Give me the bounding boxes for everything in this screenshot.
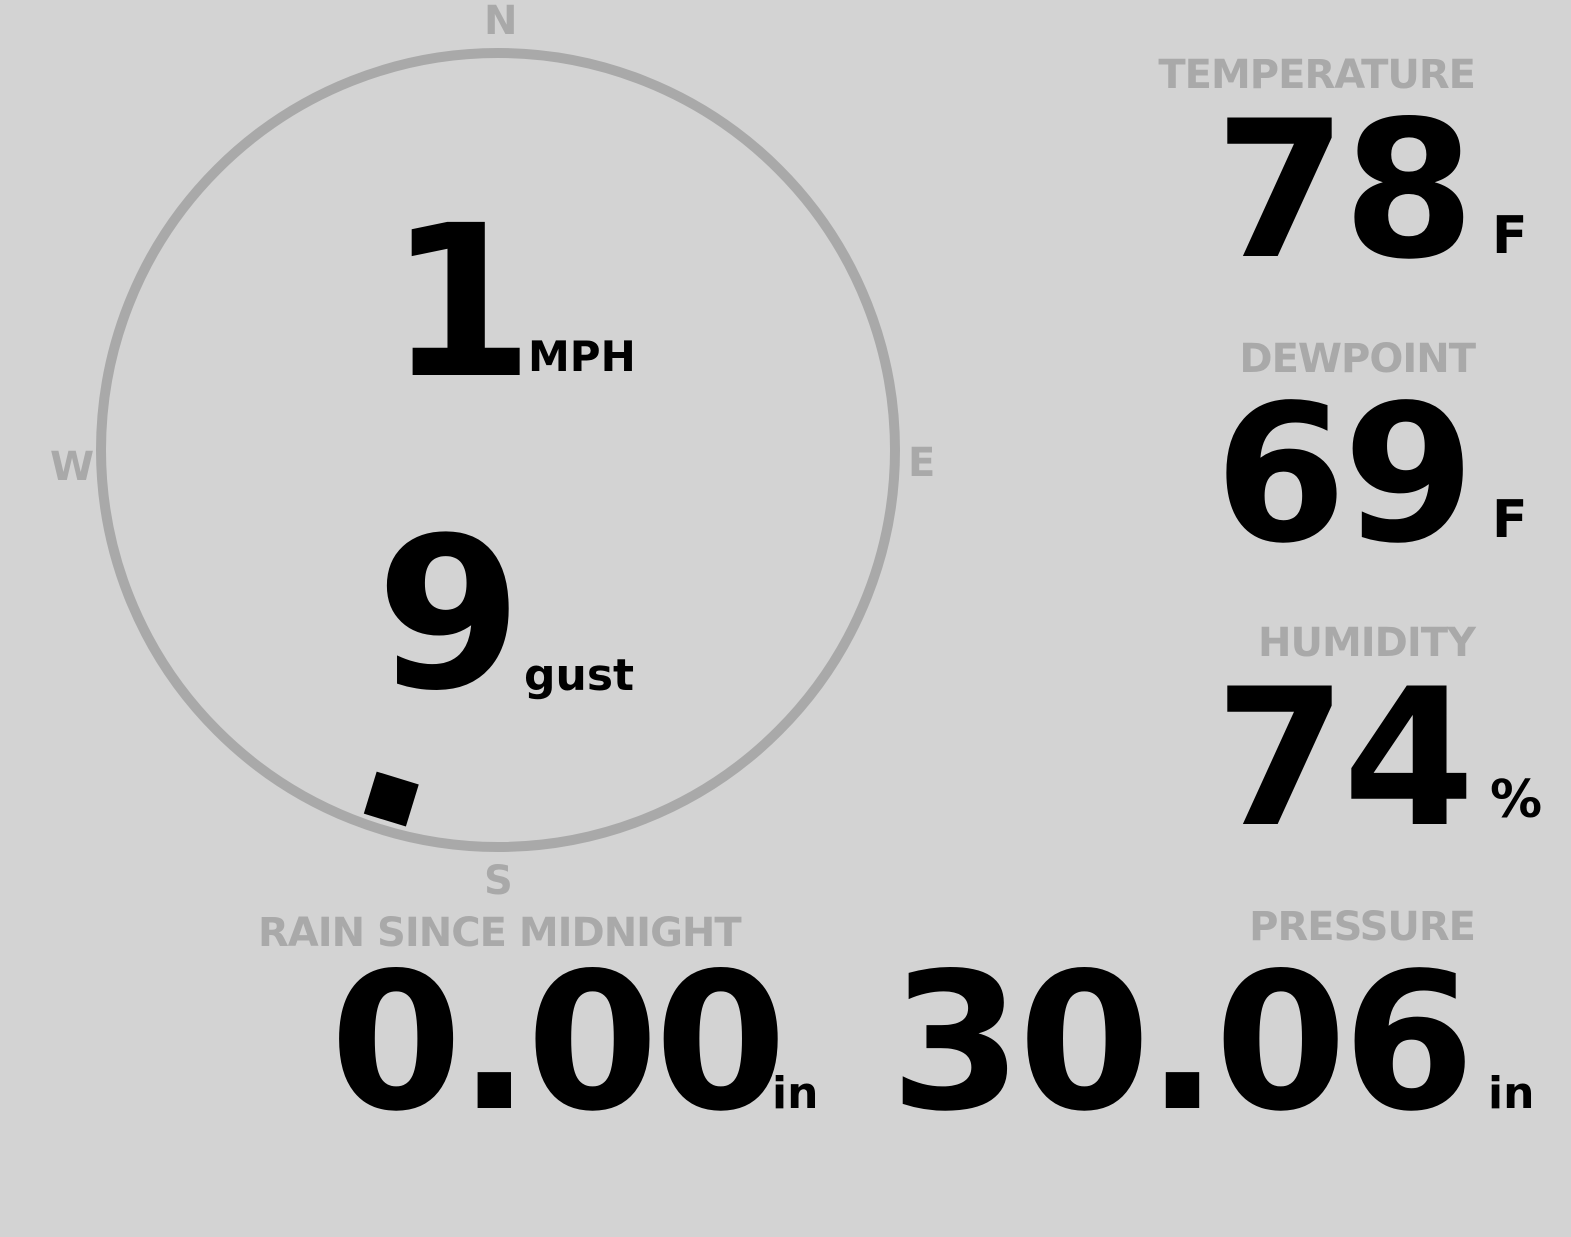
temperature-value: 78 — [1214, 80, 1475, 301]
pressure-unit: in — [1488, 1068, 1535, 1119]
wind-gust-value: 9 — [376, 492, 522, 737]
wind-compass-dial — [96, 48, 900, 852]
rain-label: RAIN SINCE MIDNIGHT — [258, 910, 742, 956]
dewpoint-unit: F — [1492, 490, 1528, 550]
rain-unit: in — [772, 1068, 819, 1119]
compass-ring — [96, 48, 900, 852]
dewpoint-label: DEWPOINT — [1239, 336, 1476, 382]
rain-value: 0.00 — [330, 932, 787, 1153]
temperature-unit: F — [1492, 206, 1528, 266]
humidity-unit: % — [1490, 770, 1543, 830]
humidity-label: HUMIDITY — [1258, 620, 1476, 666]
compass-north: N — [484, 0, 518, 44]
wind-gust-unit: gust — [524, 650, 635, 701]
humidity-value: 74 — [1214, 648, 1475, 869]
wind-speed-unit: MPH — [528, 332, 636, 381]
compass-south: S — [484, 858, 513, 904]
pressure-label: PRESSURE — [1249, 904, 1476, 950]
compass-east: E — [908, 440, 936, 486]
wind-direction-marker — [363, 771, 419, 827]
wind-speed-value: 1 — [388, 180, 534, 425]
compass-west: W — [50, 444, 95, 490]
dewpoint-value: 69 — [1214, 364, 1475, 585]
temperature-label: TEMPERATURE — [1158, 52, 1476, 98]
pressure-value: 30.06 — [890, 932, 1475, 1153]
